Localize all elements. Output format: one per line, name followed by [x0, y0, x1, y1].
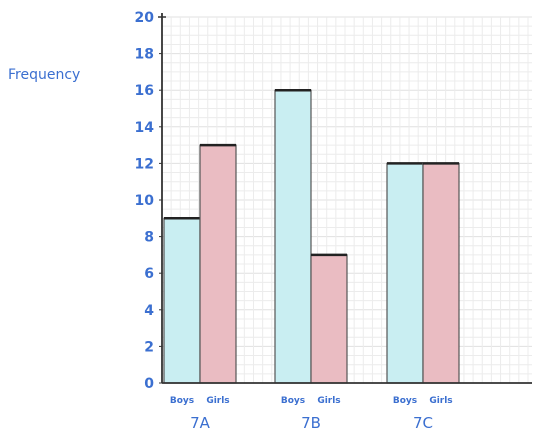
y-axis-label: Frequency	[8, 67, 80, 83]
axis-layer	[158, 13, 532, 384]
bar-7c-boys	[386, 162, 424, 384]
bar-sublabel-girls: Girls	[206, 396, 229, 406]
bar-7b-girls	[310, 254, 348, 384]
bar-sublabel-girls: Girls	[317, 396, 340, 406]
y-tick-label: 10	[135, 193, 155, 209]
bar-7a-girls	[199, 144, 237, 384]
y-tick-label: 8	[144, 230, 154, 246]
y-tick-label: 0	[144, 376, 154, 392]
bar-sublabel-boys: Boys	[281, 396, 305, 406]
y-tick-label: 6	[144, 266, 154, 282]
bar-sublabel-boys: Boys	[170, 396, 194, 406]
bar-7a-boys	[163, 217, 201, 384]
category-label: 7C	[413, 414, 433, 432]
y-tick-label: 2	[144, 339, 154, 355]
label-layer: 0 2 4 6 8 10 12 14 16 18 20 Frequency Boys Girls 7A Boy…	[8, 10, 453, 432]
y-tick-label: 12	[135, 156, 154, 172]
y-tick-label: 20	[135, 10, 155, 26]
bar-sublabel-boys: Boys	[393, 396, 417, 406]
y-tick-label: 14	[135, 120, 155, 136]
bar-7b-boys	[274, 89, 312, 384]
y-tick-label: 18	[135, 47, 154, 63]
bar-7c-girls	[422, 162, 460, 384]
bar-sublabel-girls: Girls	[429, 396, 452, 406]
y-tick-label: 4	[144, 303, 154, 319]
category-label: 7B	[301, 414, 321, 432]
category-label: 7A	[190, 414, 211, 432]
bar-layer	[163, 88, 460, 384]
y-tick-label: 16	[135, 83, 154, 99]
